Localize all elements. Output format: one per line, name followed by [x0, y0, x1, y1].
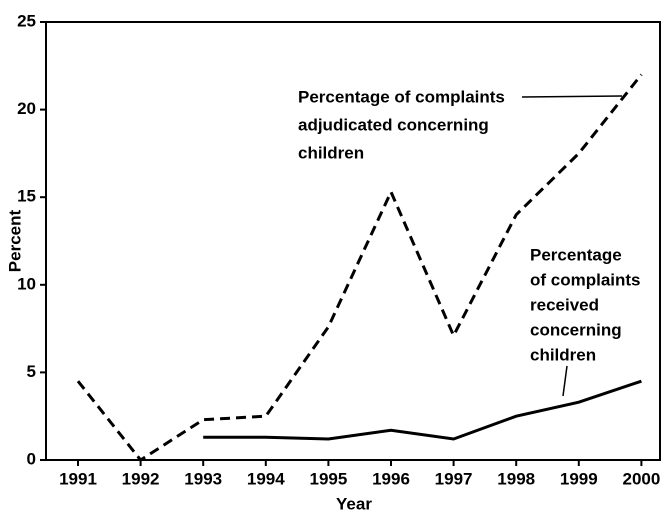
- annotation: adjudicated concerning: [298, 115, 489, 134]
- x-tick-label: 1998: [497, 469, 535, 488]
- y-tick-label: 10: [17, 274, 36, 293]
- annotation: of complaints: [530, 270, 641, 289]
- y-tick-label: 5: [27, 362, 36, 381]
- y-tick-label: 15: [17, 187, 36, 206]
- annotation: children: [530, 345, 596, 364]
- y-tick-label: 20: [17, 99, 36, 118]
- x-tick-label: 1996: [372, 469, 410, 488]
- x-tick-label: 1991: [59, 469, 97, 488]
- annotation: concerning: [530, 320, 622, 339]
- data-line: [203, 379, 642, 441]
- x-tick-label: 1993: [184, 469, 222, 488]
- y-axis-label: Percent: [5, 209, 24, 272]
- x-tick-label: 2000: [622, 469, 660, 488]
- x-tick-label: 1999: [560, 469, 598, 488]
- leader-line: [562, 365, 568, 397]
- y-tick-label: 25: [17, 11, 36, 30]
- y-tick-label: 0: [27, 449, 36, 468]
- annotation: children: [298, 143, 364, 162]
- x-tick-label: 1997: [435, 469, 473, 488]
- annotation: received: [530, 295, 599, 314]
- data-line: [76, 73, 643, 462]
- x-tick-label: 1995: [309, 469, 347, 488]
- plot-frame: [45, 21, 661, 461]
- leader-line: [521, 95, 623, 98]
- x-tick-label: 1994: [247, 469, 285, 488]
- x-tick-label: 1992: [122, 469, 160, 488]
- x-axis-label: Year: [336, 494, 372, 513]
- annotation: Percentage: [530, 245, 622, 264]
- annotation: Percentage of complaints: [298, 87, 505, 106]
